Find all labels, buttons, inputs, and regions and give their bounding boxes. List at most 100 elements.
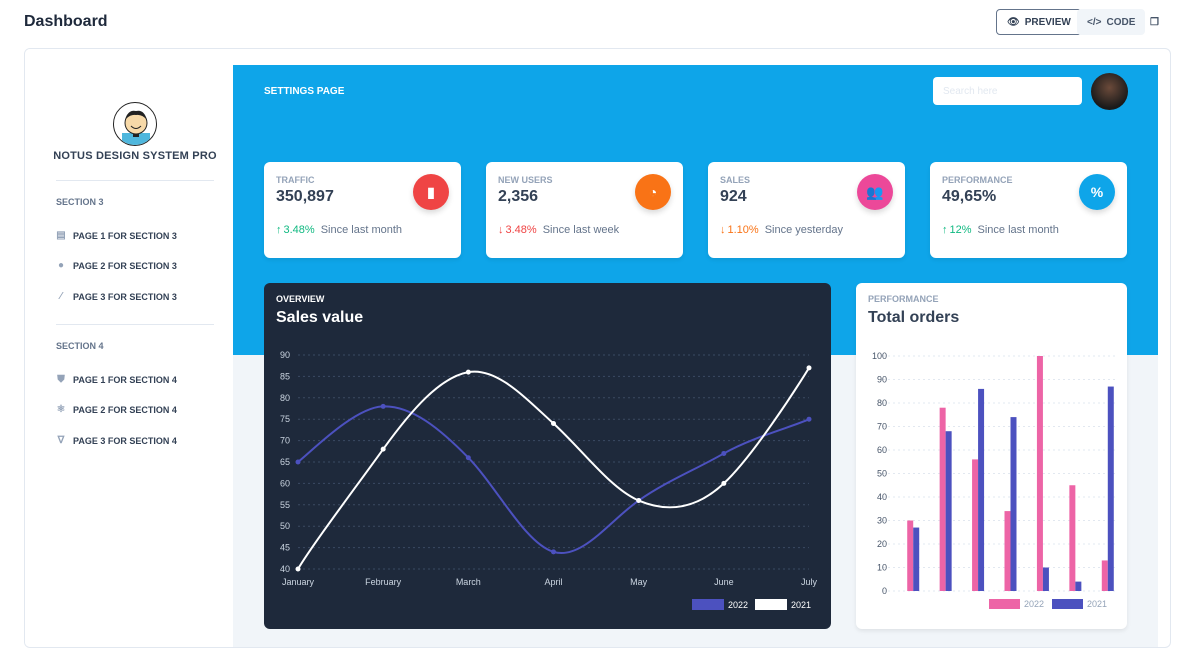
stat-change: 3.48% <box>283 224 315 236</box>
stat-change: 12% <box>949 224 972 236</box>
section-4-heading: SECTION 4 <box>56 341 104 351</box>
stat-card-new-users: NEW USERS 2,356 ◔ ↓ 3.48% Since last week <box>486 162 683 258</box>
y-tick-label: 90 <box>877 375 887 385</box>
stat-value: 2,356 <box>498 188 539 205</box>
y-tick-label: 60 <box>877 445 887 455</box>
user-circle-icon: ● <box>57 260 65 271</box>
arrow-up-icon: ↑ <box>942 224 948 236</box>
chart-pie-icon: ◔ <box>635 174 671 210</box>
arrow-down-icon: ↓ <box>498 224 504 236</box>
series-line-2022 <box>297 405 810 555</box>
data-point <box>295 566 301 572</box>
sales-line-chart: 40 45 50 55 60 65 70 75 80 85 90 January February Mar… <box>280 350 817 610</box>
section-3-heading: SECTION 3 <box>56 197 104 207</box>
data-point <box>380 446 386 452</box>
sidebar-item-s4-p1[interactable]: ⛊ PAGE 1 FOR SECTION 4 <box>57 374 177 386</box>
sidebar-item-s3-p3[interactable]: ⁄ PAGE 3 FOR SECTION 3 <box>56 291 177 303</box>
stat-card-performance: PERFORMANCE 49,65% % ↑ 12% Since last mont… <box>930 162 1127 258</box>
y-tick-label: 20 <box>877 539 887 549</box>
stat-label: NEW USERS <box>498 175 553 185</box>
user-shield-icon: ⛊ <box>57 374 65 385</box>
y-tick-label: 80 <box>877 398 887 408</box>
y-tick-label: 40 <box>877 492 887 502</box>
bar-2022 <box>907 520 914 591</box>
legend-swatch <box>1052 599 1083 609</box>
code-button[interactable]: </> CODE <box>1077 9 1146 35</box>
percent-icon: % <box>1079 174 1115 210</box>
legend-swatch <box>989 599 1020 609</box>
legend-label: 2022 <box>728 600 748 610</box>
orders-bar-chart: 0 10 20 30 40 50 60 70 80 90 100 2022 2021 <box>872 351 1118 609</box>
bar-2021 <box>978 388 985 591</box>
legend-swatch <box>692 599 724 610</box>
y-tick-label: 0 <box>882 586 887 596</box>
legend-swatch <box>755 599 787 610</box>
bar-2021 <box>1010 417 1017 591</box>
data-point <box>721 450 727 456</box>
stat-change: 3.48% <box>505 224 537 236</box>
eye-icon: 👁 <box>1007 16 1020 28</box>
brand-name: NOTUS DESIGN SYSTEM PRO <box>53 150 217 162</box>
legend-label: 2021 <box>791 600 811 610</box>
bar-2022 <box>1069 485 1076 591</box>
bar-2021 <box>913 527 920 591</box>
legend-label: 2022 <box>1024 599 1044 609</box>
y-tick-label: 75 <box>280 414 290 424</box>
paint-brush-icon: ⁄ <box>60 291 62 302</box>
data-point <box>806 416 812 422</box>
legend-label: 2021 <box>1087 599 1107 609</box>
sales-value-card: OVERVIEW Sales value 40 45 50 55 60 65 70 75 80 8… <box>264 283 831 629</box>
sidebar-item-s4-p3[interactable]: ∇ PAGE 3 FOR SECTION 4 <box>57 435 177 447</box>
stat-since: Since last month <box>320 224 403 236</box>
y-tick-label: 50 <box>877 469 887 479</box>
data-point <box>721 480 727 486</box>
search-input[interactable] <box>933 77 1082 105</box>
tv-icon: ▤ <box>56 230 66 241</box>
page-title: Dashboard <box>24 13 108 30</box>
arrow-down-icon: ↓ <box>720 224 726 236</box>
divider <box>56 324 214 325</box>
y-tick-label: 70 <box>877 422 887 432</box>
sidebar-item-s4-p2[interactable]: ⚛ PAGE 2 FOR SECTION 4 <box>56 404 177 416</box>
bar-2021 <box>1042 567 1049 591</box>
stat-label: PERFORMANCE <box>942 175 1013 185</box>
main-content: SETTINGS PAGE TRAFFIC 350,897 ▮ ↑3.48%Si… <box>233 65 1158 647</box>
y-tick-label: 100 <box>872 351 887 361</box>
stat-value: 350,897 <box>276 188 334 205</box>
stat-value: 924 <box>720 188 747 205</box>
preview-button[interactable]: 👁 PREVIEW <box>996 9 1082 35</box>
data-point <box>295 459 301 465</box>
code-icon: </> <box>1087 16 1102 28</box>
atom-icon: ⚛ <box>56 404 66 415</box>
x-tick-label: June <box>714 577 734 587</box>
settings-title[interactable]: SETTINGS PAGE <box>264 86 345 97</box>
y-tick-label: 30 <box>877 516 887 526</box>
data-point <box>551 549 556 555</box>
x-tick-label: April <box>544 577 562 587</box>
copy-icon: ❐ <box>1150 16 1159 28</box>
sidebar-item-s3-p2[interactable]: ● PAGE 2 FOR SECTION 3 <box>57 260 177 272</box>
y-tick-label: 85 <box>280 371 290 381</box>
brand-logo <box>113 102 157 146</box>
y-tick-label: 55 <box>280 500 290 510</box>
users-icon: 👥 <box>857 174 893 210</box>
stat-change: 1.10% <box>727 224 759 236</box>
sidebar-item-s3-p1[interactable]: ▤ PAGE 1 FOR SECTION 3 <box>56 230 177 242</box>
arrow-up-icon: ↑ <box>276 224 282 236</box>
stat-value: 49,65% <box>942 188 997 205</box>
bar-2022 <box>1004 511 1011 591</box>
vuejs-icon: ∇ <box>57 435 65 446</box>
bar-2022 <box>972 459 979 591</box>
bar-2022 <box>1101 560 1108 591</box>
copy-button[interactable]: ❐ <box>1144 9 1165 35</box>
bar-2021 <box>945 431 952 591</box>
y-tick-label: 50 <box>280 521 290 531</box>
y-tick-label: 40 <box>280 564 290 574</box>
user-avatar[interactable] <box>1091 73 1128 110</box>
data-point <box>551 420 556 426</box>
bar-2021 <box>1107 386 1114 591</box>
y-tick-label: 10 <box>877 563 887 573</box>
y-tick-label: 70 <box>280 436 290 446</box>
y-tick-label: 65 <box>280 457 290 467</box>
y-tick-label: 80 <box>280 393 290 403</box>
